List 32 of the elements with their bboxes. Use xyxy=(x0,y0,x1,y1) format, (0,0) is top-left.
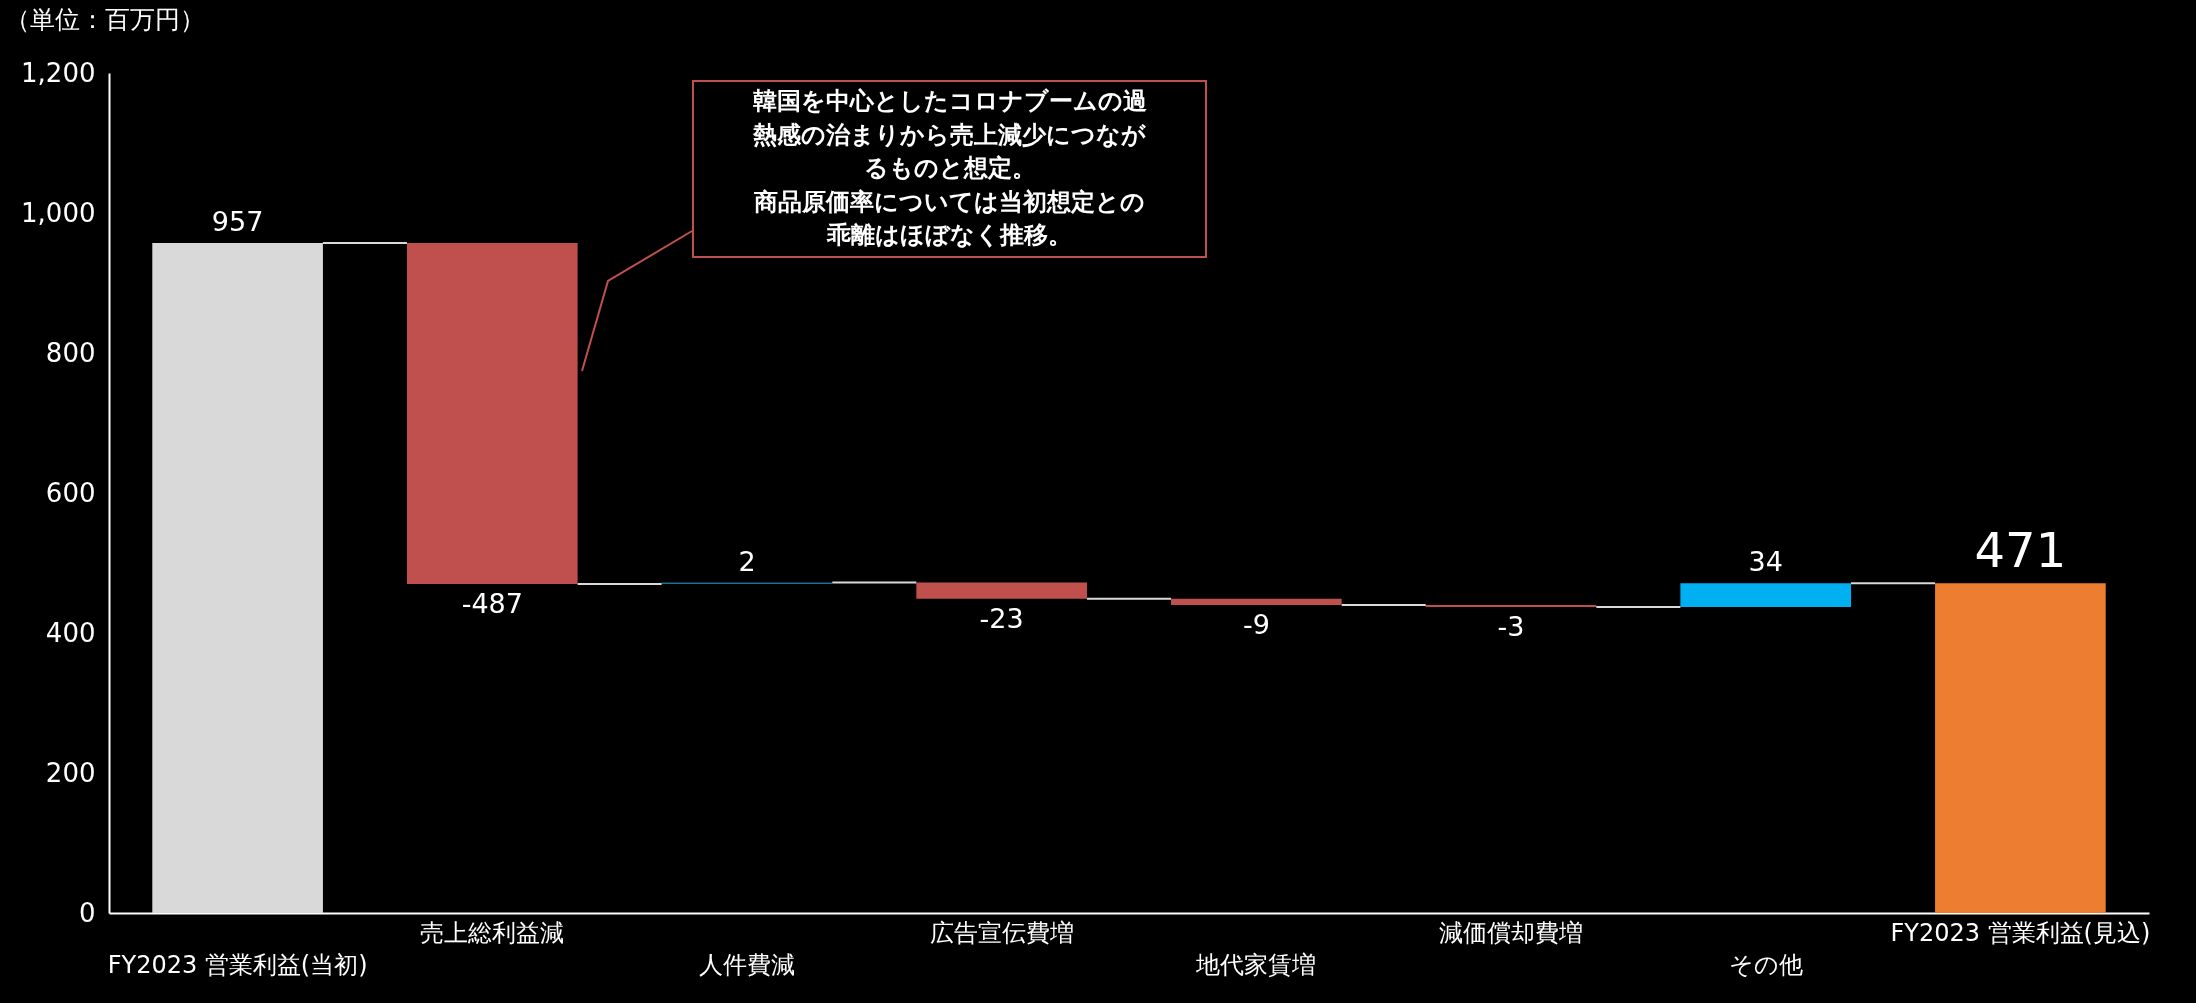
x-tick-label: 広告宣伝費増 xyxy=(929,918,1074,947)
data-label: 471 xyxy=(1974,522,2067,579)
x-tick-label: 地代家賃増 xyxy=(1195,950,1317,979)
bar xyxy=(916,582,1087,599)
data-label: 34 xyxy=(1748,546,1783,578)
y-tick-label: 800 xyxy=(45,337,96,368)
bar xyxy=(1171,598,1342,605)
bar xyxy=(406,243,578,584)
data-label: -9 xyxy=(1242,609,1270,640)
data-label: 957 xyxy=(211,206,264,238)
y-tick-label: 1,000 xyxy=(21,197,96,228)
y-tick-label: 0 xyxy=(78,897,96,928)
bar xyxy=(1425,605,1597,608)
y-tick-label: 400 xyxy=(45,617,96,648)
x-tick-label: 人件費減 xyxy=(698,950,795,979)
y-tick-label: 1,200 xyxy=(21,57,96,88)
bar xyxy=(152,243,323,913)
x-tick-label: FY2023 営業利益(当初) xyxy=(107,950,368,979)
data-label: -23 xyxy=(979,602,1024,634)
x-tick-label: 減価償却費増 xyxy=(1439,918,1584,947)
y-tick-label: 600 xyxy=(45,477,96,508)
y-tick-label: 200 xyxy=(45,757,96,788)
x-tick-label: その他 xyxy=(1728,950,1803,979)
annotation: 韓国を中心としたコロナブームの過熱感の治まりから売上減少につながるものと想定。商品原価率については当初想定との乖離はほぼなく推移。 xyxy=(752,86,1147,252)
bar xyxy=(1935,583,2106,913)
x-tick-label: 売上総利益減 xyxy=(420,918,565,947)
data-label: -487 xyxy=(461,588,523,619)
bar xyxy=(1680,583,1852,608)
data-label: 2 xyxy=(738,545,756,577)
x-tick-label: FY2023 営業利益(見込) xyxy=(1890,918,2151,947)
y-axis-title: （単位：百万円） xyxy=(4,4,205,34)
data-label: -3 xyxy=(1497,611,1525,643)
